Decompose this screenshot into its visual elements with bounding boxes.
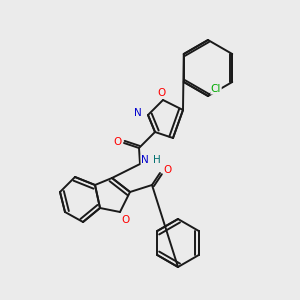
Text: Cl: Cl bbox=[211, 84, 221, 94]
Text: O: O bbox=[113, 137, 121, 147]
Text: O: O bbox=[164, 165, 172, 175]
Text: N: N bbox=[134, 108, 142, 118]
Text: H: H bbox=[153, 155, 161, 165]
Text: O: O bbox=[121, 215, 129, 225]
Text: N: N bbox=[141, 155, 149, 165]
Text: O: O bbox=[157, 88, 165, 98]
